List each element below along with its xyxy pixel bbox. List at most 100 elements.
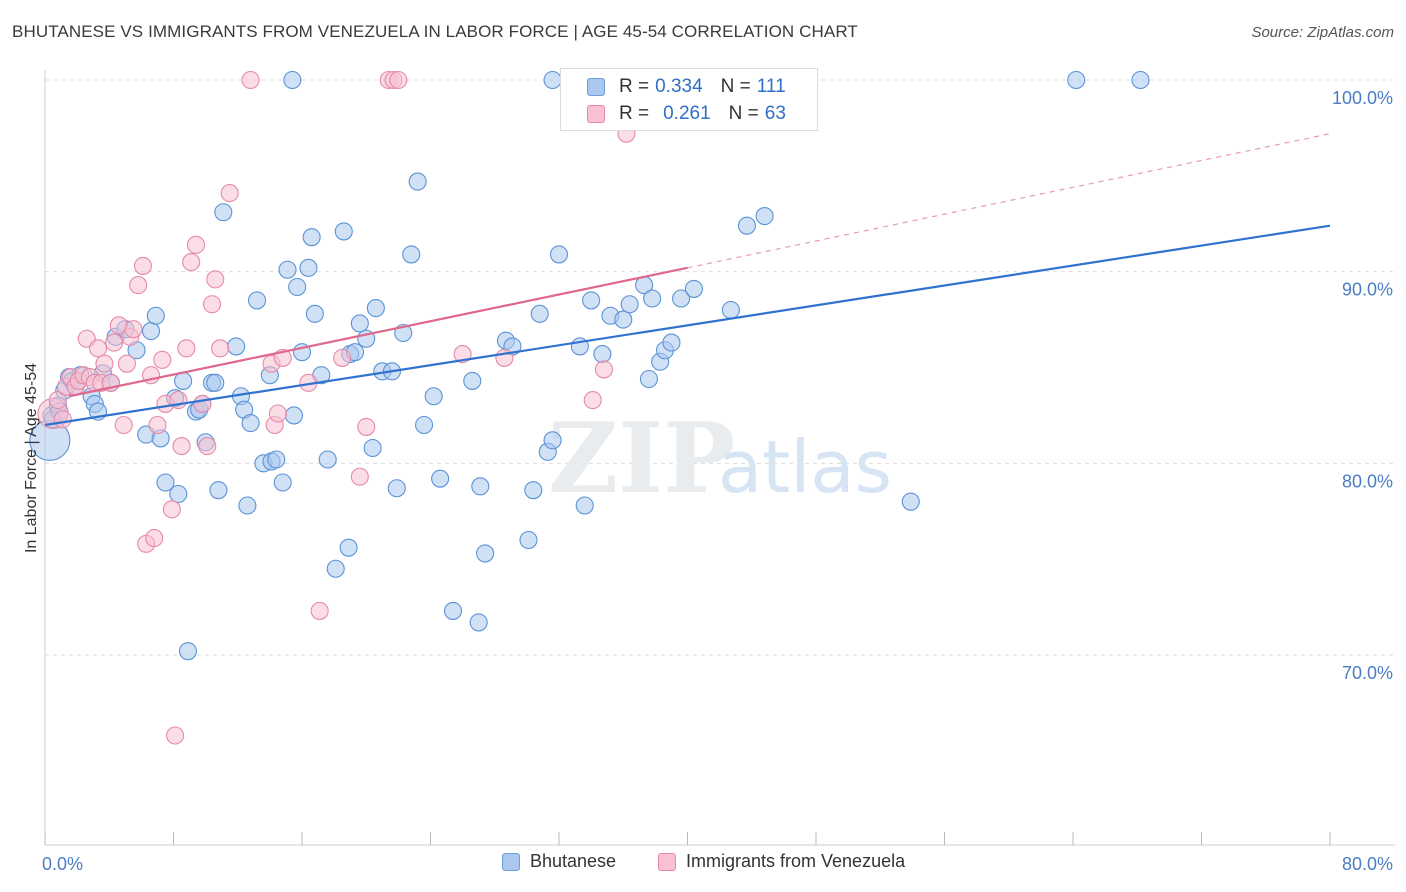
data-point <box>283 70 302 90</box>
data-point <box>193 394 212 413</box>
data-point <box>901 492 920 511</box>
data-point <box>203 295 222 314</box>
series-legend-bhutanese[interactable]: Bhutanese <box>502 851 616 872</box>
data-point <box>273 473 292 492</box>
data-point <box>156 473 175 492</box>
x-tick-labels: 0.0% 80.0% <box>42 854 1393 874</box>
data-point <box>614 310 633 329</box>
watermark-atlas: atlas <box>718 425 892 509</box>
data-point <box>326 559 345 578</box>
data-point <box>129 276 148 295</box>
y-tick-label: 100.0% <box>1332 88 1393 108</box>
data-point <box>476 544 495 563</box>
legend-swatch-pink <box>587 105 605 123</box>
trend-line-venezuela <box>68 266 688 398</box>
series-legend-venezuela[interactable]: Immigrants from Venezuela <box>658 851 905 872</box>
data-point <box>549 245 569 264</box>
data-point <box>431 469 450 488</box>
data-point <box>133 256 153 275</box>
data-point <box>543 431 562 450</box>
data-point <box>162 500 181 519</box>
gridlines <box>45 79 1395 656</box>
data-point <box>206 373 225 392</box>
series-legend-label: Bhutanese <box>530 851 617 871</box>
series-legend: Bhutanese Immigrants from Venezuela <box>0 851 1406 877</box>
data-point <box>145 529 164 548</box>
data-point <box>174 371 193 390</box>
data-point <box>247 291 267 310</box>
source-label: Source: ZipAtlas.com <box>1251 24 1394 41</box>
data-point <box>241 414 260 433</box>
data-point <box>363 438 382 458</box>
legend-swatch-blue <box>587 78 605 96</box>
data-point <box>186 235 206 254</box>
data-point <box>662 333 681 352</box>
x-tick-label: 80.0% <box>1342 854 1393 874</box>
data-point <box>469 613 488 632</box>
data-point <box>408 172 427 191</box>
y-tick-label: 70.0% <box>1342 663 1393 683</box>
data-point <box>334 222 353 241</box>
y-axis-label: In Labor Force | Age 45-54 <box>23 363 40 553</box>
trend-lines <box>44 133 1331 427</box>
legend-n-value: 111 <box>756 76 786 97</box>
data-point <box>684 279 703 298</box>
chart-title: BHUTANESE VS IMMIGRANTS FROM VENEZUELA I… <box>12 22 858 41</box>
data-point <box>530 304 549 323</box>
correlation-legend: R = 0.334 N = 111 R = 0.261 N = 63 <box>560 68 818 131</box>
data-point <box>88 339 108 358</box>
legend-n-label: N = <box>728 103 759 124</box>
data-point <box>639 369 659 389</box>
venezuela-points <box>37 70 636 745</box>
data-point <box>114 415 133 435</box>
data-point <box>463 371 482 390</box>
data-point <box>288 277 307 297</box>
x-tick-label: 0.0% <box>42 854 83 874</box>
y-tick-label: 80.0% <box>1342 471 1393 491</box>
legend-r-label: R = <box>619 103 650 124</box>
legend-r-label: R = <box>619 76 650 97</box>
data-point <box>415 415 434 435</box>
data-point <box>238 496 257 515</box>
data-point <box>350 467 369 486</box>
data-point <box>387 479 406 498</box>
data-point <box>148 415 167 435</box>
data-point <box>737 216 756 235</box>
data-point <box>169 484 188 504</box>
watermark: ZIP atlas <box>548 402 892 515</box>
data-point <box>198 437 217 456</box>
data-point <box>424 387 443 406</box>
data-point <box>524 481 543 500</box>
data-point <box>209 481 228 500</box>
data-point <box>124 320 143 339</box>
data-point <box>105 333 124 352</box>
series-swatch-pink <box>658 852 676 871</box>
bhutanese-points <box>29 70 1150 661</box>
data-point <box>241 70 260 90</box>
data-point <box>350 314 369 333</box>
data-point <box>453 345 472 364</box>
data-point <box>519 530 538 550</box>
data-point <box>268 404 287 423</box>
data-point <box>172 437 191 456</box>
data-point <box>582 291 601 310</box>
data-point <box>302 228 321 247</box>
data-point <box>543 70 562 90</box>
data-point <box>177 339 196 358</box>
data-point <box>305 304 324 323</box>
data-point <box>299 258 318 277</box>
data-point <box>339 538 358 557</box>
data-point <box>755 207 774 226</box>
data-point <box>583 391 602 410</box>
series-swatch-blue <box>502 852 520 871</box>
data-point <box>153 350 172 369</box>
trend-line-bhutanese <box>44 224 1331 427</box>
data-point <box>220 184 239 203</box>
data-point <box>166 726 185 745</box>
data-point <box>48 391 67 410</box>
y-tick-label: 90.0% <box>1342 280 1393 300</box>
data-point <box>214 203 233 222</box>
data-point <box>389 70 408 90</box>
data-point <box>620 295 639 314</box>
